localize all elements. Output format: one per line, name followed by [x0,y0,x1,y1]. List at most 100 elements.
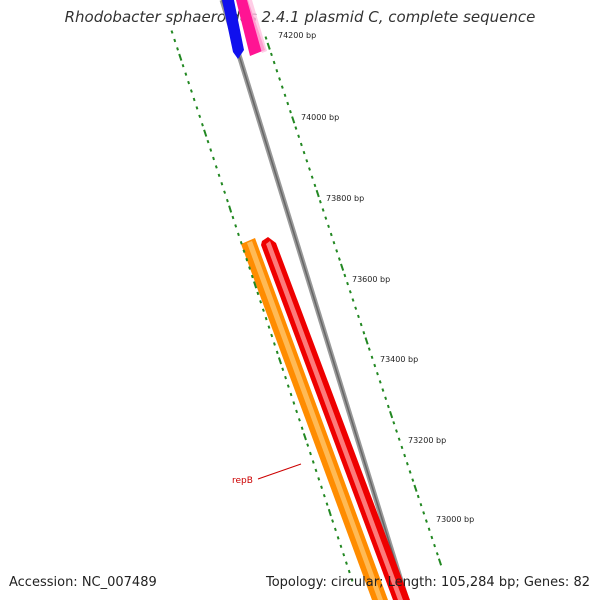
outer-minor-tick [376,371,379,376]
outer-minor-tick [351,298,355,302]
inner-minor-tick [311,460,315,464]
inner-minor-tick [325,502,329,506]
outer-minor-tick [299,142,303,147]
inner-minor-tick [245,257,249,262]
inner-minor-tick [300,426,304,430]
outer-minor-tick [386,404,390,409]
outer-minor-tick [337,257,341,261]
outer-minor-tick [343,273,347,278]
outer-minor-tick [324,216,328,220]
repB-leader-line [257,463,302,480]
inner-minor-tick [237,232,240,237]
blue-gene-arrow[interactable] [222,0,244,59]
inner-minor-tick [350,578,354,582]
repB-gene-label: repB [232,476,253,486]
tick-label-73200: 73200 bp [408,436,446,445]
outer-minor-tick [378,380,382,384]
inner-minor-tick [212,156,215,161]
inner-minor-tick [242,249,246,253]
inner-minor-tick [250,274,254,279]
inner-minor-tick [170,30,174,34]
tick-label-74200: 74200 bp [278,31,316,40]
outer-major-tick [340,263,345,271]
outer-minor-tick [313,183,317,188]
inner-minor-tick [284,375,287,380]
inner-major-tick [302,433,307,441]
outer-minor-tick [362,331,366,335]
outer-minor-tick [275,69,279,73]
inner-minor-tick [270,333,274,338]
outer-minor-tick [354,306,358,310]
outer-minor-tick [357,314,360,319]
outer-minor-tick [395,429,398,433]
outer-minor-tick [305,159,309,163]
inner-minor-tick [317,477,321,481]
outer-minor-tick [310,175,314,179]
inner-minor-tick [345,561,348,565]
inner-minor-tick [306,443,310,447]
outer-minor-tick [435,552,439,556]
red-gene-highlight [266,241,403,600]
inner-minor-tick [281,367,285,371]
outer-minor-tick [411,478,415,482]
inner-minor-tick [320,485,323,489]
inner-minor-tick [192,97,196,102]
outer-minor-tick [297,134,301,138]
outer-minor-tick [280,85,284,89]
inner-major-tick [327,508,332,517]
outer-minor-tick [370,355,374,360]
inner-minor-tick [347,569,351,574]
outer-minor-tick [346,281,349,286]
outer-minor-tick [403,453,407,458]
accession-text: Accession: NC_007489 [9,575,157,590]
outer-minor-tick [397,437,401,441]
inner-minor-tick [173,38,177,43]
outer-minor-tick [318,200,322,204]
magenta-gene-arrow[interactable] [236,0,265,56]
inner-minor-tick [295,409,299,414]
outer-minor-tick [384,396,388,400]
outer-minor-tick [427,527,431,531]
outer-major-tick [266,42,271,50]
inner-minor-tick [333,527,337,532]
backbone-core [221,0,408,600]
inner-minor-tick [217,173,221,178]
inner-minor-tick [292,401,296,405]
outer-minor-tick [332,240,336,245]
inner-minor-tick [275,350,279,355]
inner-minor-tick [339,544,343,549]
tick-label-74000: 74000 bp [301,113,339,122]
outer-minor-tick [327,224,330,229]
map-title: Rhodobacter sphaeroides 2.4.1 plasmid C,… [64,8,536,26]
inner-minor-tick [256,291,260,296]
outer-minor-tick [283,93,287,98]
outer-minor-tick [272,60,276,65]
inner-minor-tick [264,316,268,321]
inner-minor-tick [239,241,243,245]
outer-minor-tick [348,290,352,294]
outer-minor-tick [286,101,290,106]
inner-minor-tick [176,47,179,51]
outer-minor-tick [308,167,311,171]
inner-minor-tick [214,165,218,169]
outer-major-tick [389,410,394,419]
outer-major-tick [437,558,443,566]
outer-minor-tick [424,519,428,523]
outer-minor-tick [433,543,436,548]
tick-label-73800: 73800 bp [326,194,364,203]
outer-minor-tick [405,462,409,466]
summary-text: Topology: circular; Length: 105,284 bp; … [265,575,590,590]
outer-minor-tick [321,208,325,212]
inner-minor-tick [181,63,185,68]
outer-major-tick [413,484,418,492]
outer-minor-tick [416,494,420,499]
inner-minor-tick [223,190,227,194]
outer-major-tick [364,337,369,345]
outer-minor-tick [264,36,268,40]
repB-gene-highlight [247,241,383,600]
inner-minor-tick [195,106,199,110]
outer-tick-marks [264,36,443,566]
inner-minor-tick [225,198,229,203]
